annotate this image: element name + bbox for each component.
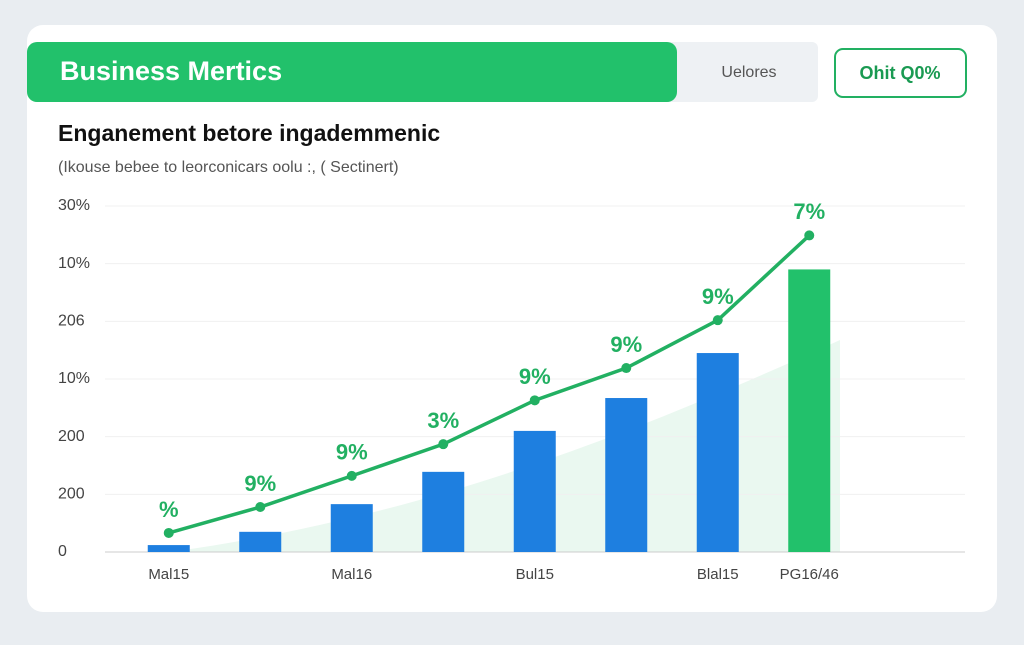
- trend-point: [346, 470, 357, 481]
- point-label: %: [159, 497, 179, 522]
- x-tick-label: Mal16: [331, 566, 372, 583]
- x-tick-label: Mal15: [148, 566, 189, 583]
- chart-title: Enganement betore ingademmenic: [58, 120, 440, 146]
- y-tick-label: 10%: [58, 370, 90, 387]
- bar: [605, 398, 648, 552]
- bar: [788, 269, 831, 552]
- x-tick-label: Bul15: [516, 566, 554, 583]
- button-label[interactable]: Ohit Q0%: [859, 63, 940, 83]
- point-label: 9%: [244, 471, 276, 496]
- header-title: Business Mertics: [60, 56, 282, 86]
- trend-point: [712, 315, 723, 326]
- point-label: 7%: [793, 199, 825, 224]
- y-tick-label: 200: [58, 486, 85, 503]
- point-label: 9%: [519, 364, 551, 389]
- bar: [422, 471, 465, 552]
- bar: [513, 430, 556, 552]
- y-tick-label: 30%: [58, 197, 90, 214]
- trend-point: [529, 395, 540, 406]
- trend-point: [163, 527, 174, 538]
- point-label: 9%: [336, 440, 368, 465]
- point-label: 9%: [702, 284, 734, 309]
- y-tick-label: 206: [58, 313, 85, 330]
- bar: [330, 504, 373, 552]
- trend-point: [804, 230, 815, 241]
- point-label: 3%: [427, 408, 459, 433]
- y-tick-label: 10%: [58, 255, 90, 272]
- trend-point: [255, 502, 266, 513]
- tab[interactable]: Uelores: [721, 64, 776, 81]
- y-tick-label: 0: [58, 543, 67, 560]
- point-label: 9%: [610, 332, 642, 357]
- x-tick-label: PG16/46: [780, 566, 839, 583]
- bar: [696, 353, 739, 552]
- header-bar: [27, 42, 677, 102]
- bar: [147, 545, 190, 552]
- trend-point: [621, 363, 632, 374]
- y-tick-label: 200: [58, 428, 85, 445]
- chart-subtitle: (Ikouse bebee to leorconicars oolu :, ( …: [58, 159, 399, 176]
- x-tick-label: Blal15: [697, 566, 739, 583]
- bar: [239, 531, 282, 552]
- trend-line: [168, 234, 811, 535]
- button[interactable]: [834, 48, 967, 98]
- area-decoration: [170, 340, 840, 552]
- trend-point: [438, 439, 449, 450]
